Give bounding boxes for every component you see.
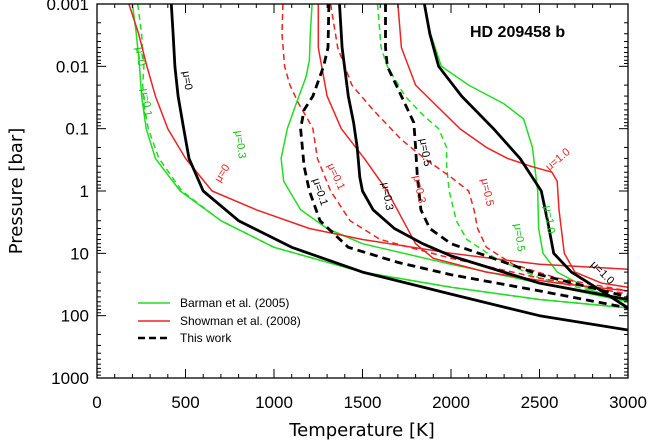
- y-tick-label: 1000: [51, 369, 89, 388]
- y-tick-label: 1: [80, 182, 89, 201]
- curve-label-barman-mu-0: μ=0: [133, 46, 148, 66]
- x-tick-label: 1000: [255, 393, 293, 412]
- series-line-showman-mu-0-5: [329, 4, 628, 292]
- x-tick-label: 500: [171, 393, 199, 412]
- series-line-this-work-mu-0: [169, 4, 628, 332]
- series-line-this-work-mu-0-1: [299, 4, 628, 310]
- x-tick-label: 0: [92, 393, 101, 412]
- y-tick-labels: 0.001 0.01 0.1 1 10 100 1000: [46, 0, 89, 388]
- legend-label-showman: Showman et al. (2008): [180, 314, 301, 328]
- y-tick-label: 100: [61, 307, 89, 326]
- series-line-barman-mu-0-3: [280, 4, 628, 303]
- y-axis-title: Pressure [bar]: [6, 128, 27, 254]
- series-line-showman-mu-0-1: [281, 4, 628, 295]
- legend: Barman et al. (2005) Showman et al. (200…: [138, 296, 301, 345]
- x-tick-labels: 0 500 1000 1500 2000 2500 3000: [92, 393, 647, 412]
- x-tick-label: 3000: [609, 393, 647, 412]
- curve-label-barman-mu-1-0: μ=1.0: [541, 205, 557, 234]
- y-tick-label: 0.001: [46, 0, 89, 14]
- series-line-barman-mu-0: [131, 4, 628, 309]
- curve-label-barman-mu-0-1: μ=0.1: [138, 88, 154, 117]
- x-axis-title: Temperature [K]: [288, 420, 435, 441]
- series-line-barman-mu-1-0: [423, 4, 628, 303]
- y-tick-label: 0.1: [65, 120, 89, 139]
- y-tick-label: 10: [70, 244, 89, 263]
- curve-label-this-work-mu-0-5: μ=0.5: [417, 138, 434, 168]
- chart-title: HD 209458 b: [470, 24, 565, 41]
- legend-label-barman: Barman et al. (2005): [180, 296, 289, 310]
- curve-label-showman-mu-0-3: μ=0.3: [410, 174, 428, 204]
- curve-label-this-work-mu-0: μ=0: [180, 70, 195, 90]
- curves-layer: [128, 4, 628, 332]
- curve-label-barman-mu-0-5: μ=0.5: [511, 223, 527, 252]
- curve-label-barman-mu-0-3: μ=0.3: [232, 130, 248, 159]
- ticks-layer: [96, 3, 629, 379]
- x-tick-label: 1500: [344, 393, 382, 412]
- legend-label-this-work: This work: [180, 331, 232, 345]
- curve-label-showman-mu-0-5: μ=0.5: [478, 177, 496, 207]
- series-line-this-work-mu-1-0: [423, 4, 628, 310]
- series-line-barman-mu-0-5: [376, 4, 628, 301]
- series-line-barman-mu-0-1: [136, 4, 628, 309]
- series-line-showman-mu-0-3: [317, 4, 628, 292]
- curve-label-this-work-mu-0-3: μ=0.3: [379, 182, 396, 212]
- x-tick-label: 2500: [521, 393, 559, 412]
- series-line-showman-mu-1-0: [397, 4, 628, 288]
- series-line-this-work-mu-0-3: [338, 4, 628, 301]
- x-tick-label: 2000: [432, 393, 470, 412]
- series-line-showman-mu-0: [128, 4, 628, 270]
- y-tick-label: 0.01: [56, 57, 89, 76]
